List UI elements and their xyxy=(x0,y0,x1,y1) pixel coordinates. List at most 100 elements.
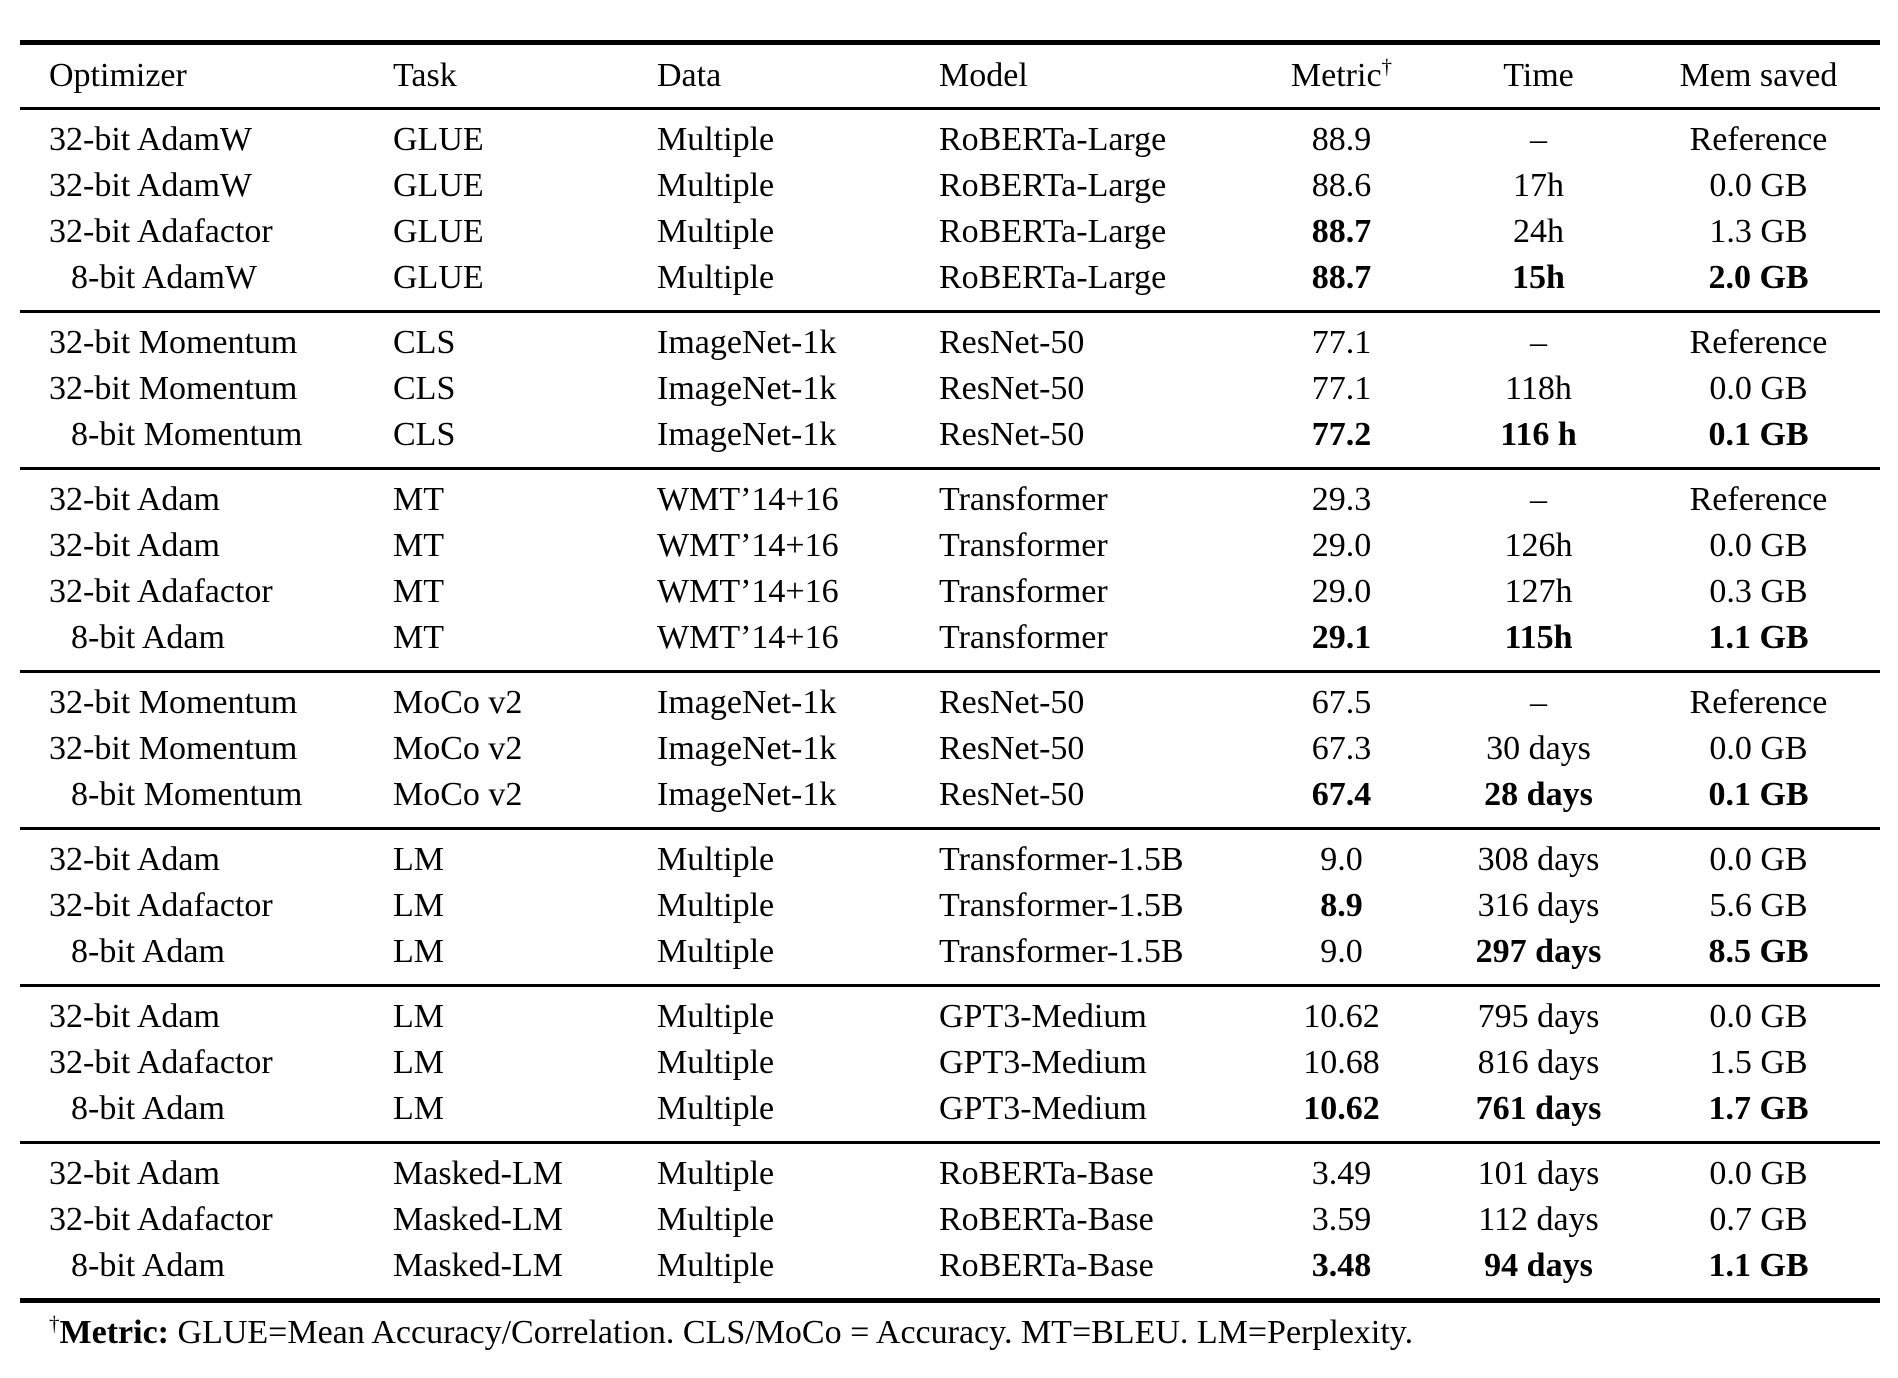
cell-task: Masked-LM xyxy=(393,1201,563,1238)
table-section-2: 32-bit Momentum CLS ImageNet-1k ResNet-50 77… xyxy=(20,311,1880,469)
cell-metric: 88.9 xyxy=(1311,121,1372,158)
cell-data: Multiple xyxy=(657,167,775,204)
cell-task: MT xyxy=(393,481,444,518)
cell-mem: 1.5 GB xyxy=(1709,1044,1808,1081)
cell-model: Transformer-1.5B xyxy=(939,887,1184,924)
cell-data: Multiple xyxy=(657,841,775,878)
column-header-label: Task xyxy=(393,57,457,94)
cell-metric: 9.0 xyxy=(1320,933,1363,970)
cell-metric: 10.62 xyxy=(1303,1090,1380,1127)
cell-model: RoBERTa-Base xyxy=(939,1201,1154,1238)
cell-mem: 1.3 GB xyxy=(1709,213,1808,250)
table-row: 8-bit Momentum CLS ImageNet-1k ResNet-50 77.… xyxy=(20,412,1880,469)
cell-metric: 77.1 xyxy=(1311,324,1372,361)
column-header-time: Time xyxy=(1440,43,1637,109)
cell-model: Transformer-1.5B xyxy=(939,841,1184,878)
cell-task: GLUE xyxy=(393,259,484,296)
cell-mem: 8.5 GB xyxy=(1708,933,1809,970)
table-row: 32-bit Adafactor LM Multiple Transformer-1.… xyxy=(20,883,1880,929)
cell-mem: 0.0 GB xyxy=(1709,1155,1808,1192)
cell-metric: 29.0 xyxy=(1311,527,1372,564)
cell-mem: 5.6 GB xyxy=(1709,887,1808,924)
cell-time: 15h xyxy=(1512,259,1565,296)
table-row: 32-bit AdamW GLUE Multiple RoBERTa-Large 88.… xyxy=(20,109,1880,164)
cell-task: GLUE xyxy=(393,213,484,250)
cell-optimizer: 8-bit AdamW xyxy=(71,259,258,296)
cell-mem: 0.0 GB xyxy=(1709,841,1808,878)
cell-optimizer: 32-bit AdamW xyxy=(49,167,253,204)
cell-task: CLS xyxy=(393,324,456,361)
cell-optimizer: 32-bit Adafactor xyxy=(49,573,273,610)
cell-task: LM xyxy=(393,1044,444,1081)
cell-time: – xyxy=(1530,684,1547,721)
cell-optimizer: 32-bit Adafactor xyxy=(49,1201,273,1238)
cell-time: – xyxy=(1530,324,1547,361)
cell-metric: 88.6 xyxy=(1311,167,1372,204)
column-header-metric: Metric† xyxy=(1243,43,1440,109)
table-section-4: 32-bit Momentum MoCo v2 ImageNet-1k ResNet-… xyxy=(20,671,1880,829)
table-row: 32-bit Momentum MoCo v2 ImageNet-1k ResNet-… xyxy=(20,672,1880,727)
cell-metric: 3.49 xyxy=(1311,1155,1372,1192)
cell-data: WMT’14+16 xyxy=(657,573,839,610)
column-header-label: Model xyxy=(939,57,1028,94)
cell-optimizer: 32-bit Adam xyxy=(49,1155,220,1192)
table-section-1: 32-bit AdamW GLUE Multiple RoBERTa-Large 88.… xyxy=(20,108,1880,312)
cell-data: Multiple xyxy=(657,1090,775,1127)
cell-model: Transformer xyxy=(939,481,1108,518)
table-row: 32-bit Adafactor LM Multiple GPT3-Medium 10.… xyxy=(20,1040,1880,1086)
table-row: 32-bit Momentum CLS ImageNet-1k ResNet-50 77… xyxy=(20,366,1880,412)
table-row: 8-bit Adam Masked-LM Multiple RoBERTa-Base 3… xyxy=(20,1243,1880,1301)
table-header-row: Optimizer Task Data Model Metric† Time Mem sav… xyxy=(20,43,1880,109)
cell-mem: 0.3 GB xyxy=(1709,573,1808,610)
cell-data: Multiple xyxy=(657,1201,775,1238)
column-header-label: Time xyxy=(1503,57,1574,94)
cell-task: MT xyxy=(393,619,444,656)
cell-time: 24h xyxy=(1513,213,1564,250)
cell-model: RoBERTa-Base xyxy=(939,1155,1154,1192)
cell-time: 115h xyxy=(1504,619,1573,656)
cell-model: GPT3-Medium xyxy=(939,1090,1147,1127)
cell-time: 17h xyxy=(1513,167,1564,204)
table-row: 32-bit Adam LM Multiple Transformer-1.5B 9.0… xyxy=(20,829,1880,884)
cell-time: 30 days xyxy=(1486,730,1591,767)
column-header-optimizer: Optimizer xyxy=(20,43,393,109)
table-row: 8-bit Adam LM Multiple Transformer-1.5B 9.0 2… xyxy=(20,929,1880,986)
cell-task: MT xyxy=(393,527,444,564)
column-header-task: Task xyxy=(393,43,657,109)
cell-data: Multiple xyxy=(657,998,775,1035)
cell-time: – xyxy=(1530,121,1547,158)
cell-metric: 10.68 xyxy=(1303,1044,1380,1081)
cell-data: Multiple xyxy=(657,1044,775,1081)
cell-task: MoCo v2 xyxy=(393,730,523,767)
cell-data: Multiple xyxy=(657,887,775,924)
cell-model: RoBERTa-Large xyxy=(939,259,1167,296)
cell-model: GPT3-Medium xyxy=(939,1044,1147,1081)
cell-time: 316 days xyxy=(1477,887,1600,924)
cell-model: Transformer-1.5B xyxy=(939,933,1184,970)
cell-data: WMT’14+16 xyxy=(657,619,839,656)
cell-optimizer: 32-bit AdamW xyxy=(49,121,253,158)
cell-optimizer: 32-bit Adam xyxy=(49,841,220,878)
cell-data: ImageNet-1k xyxy=(657,730,837,767)
cell-optimizer: 8-bit Adam xyxy=(71,1090,225,1127)
cell-time: 308 days xyxy=(1477,841,1600,878)
cell-task: MoCo v2 xyxy=(393,776,523,813)
cell-data: Multiple xyxy=(657,259,775,296)
table-section-6: 32-bit Adam LM Multiple GPT3-Medium 10.62 795… xyxy=(20,985,1880,1143)
table-row: 32-bit Adam MT WMT’14+16 Transformer 29.0 126… xyxy=(20,523,1880,569)
cell-optimizer: 32-bit Adam xyxy=(49,998,220,1035)
cell-metric: 67.3 xyxy=(1311,730,1372,767)
cell-optimizer: 32-bit Adafactor xyxy=(49,1044,273,1081)
cell-data: ImageNet-1k xyxy=(657,684,837,721)
table-row: 32-bit Adafactor GLUE Multiple RoBERTa-Larg… xyxy=(20,209,1880,255)
cell-mem: 0.1 GB xyxy=(1708,776,1809,813)
cell-metric: 3.48 xyxy=(1311,1247,1372,1284)
cell-optimizer: 8-bit Adam xyxy=(71,619,225,656)
cell-mem: Reference xyxy=(1689,481,1828,518)
cell-time: 116 h xyxy=(1500,416,1577,453)
cell-metric: 67.4 xyxy=(1311,776,1372,813)
cell-metric: 29.3 xyxy=(1311,481,1372,518)
column-header-label: Mem saved xyxy=(1679,57,1838,94)
column-header-mem: Mem saved xyxy=(1637,43,1880,109)
cell-model: ResNet-50 xyxy=(939,776,1085,813)
